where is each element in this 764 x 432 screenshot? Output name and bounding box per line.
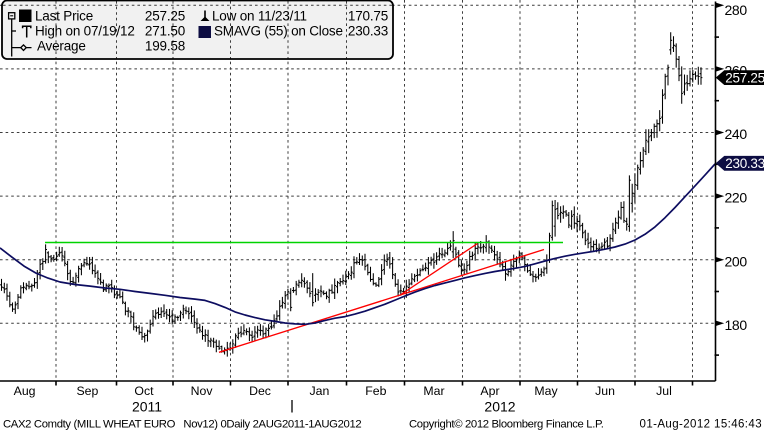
svg-text:257.25: 257.25	[725, 71, 764, 86]
svg-text:180: 180	[725, 317, 748, 333]
svg-text:May: May	[534, 384, 558, 398]
svg-text:Copyright© 2012 Bloomberg Fina: Copyright© 2012 Bloomberg Finance L.P.	[409, 419, 604, 431]
svg-text:230.33: 230.33	[725, 156, 764, 171]
svg-text:Low on 11/23/11: Low on 11/23/11	[212, 9, 307, 24]
svg-text:CAX2 Comdty (MILL WHEAT EURO: CAX2 Comdty (MILL WHEAT EURO Nov12) 0Dai…	[3, 419, 361, 431]
svg-text:Jan: Jan	[309, 384, 329, 398]
svg-text:Nov: Nov	[191, 384, 214, 398]
svg-text:220: 220	[725, 190, 748, 206]
svg-text:Mar: Mar	[423, 384, 444, 398]
svg-text:200: 200	[725, 253, 748, 269]
svg-text:2012: 2012	[484, 399, 515, 415]
svg-text:170.75: 170.75	[348, 9, 388, 24]
svg-text:Jun: Jun	[595, 384, 615, 398]
svg-text:Feb: Feb	[365, 384, 386, 398]
svg-text:Last Price: Last Price	[35, 9, 93, 24]
svg-text:Jul: Jul	[656, 384, 672, 398]
svg-text:230.33: 230.33	[348, 24, 388, 39]
svg-text:257.25: 257.25	[145, 9, 185, 24]
svg-text:Aug: Aug	[14, 384, 36, 398]
svg-text:01-Aug-2012 15:46:43: 01-Aug-2012 15:46:43	[640, 419, 762, 431]
svg-text:High on 07/19/12: High on 07/19/12	[35, 24, 135, 39]
svg-text:280: 280	[725, 2, 748, 18]
svg-text:SMAVG (55) on Close: SMAVG (55) on Close	[214, 24, 343, 39]
svg-text:2011: 2011	[132, 399, 162, 415]
svg-text:Oct: Oct	[134, 384, 154, 398]
svg-text:271.50: 271.50	[145, 24, 185, 39]
svg-text:240: 240	[725, 126, 748, 142]
svg-text:199.58: 199.58	[145, 39, 185, 54]
svg-text:Apr: Apr	[480, 384, 499, 398]
svg-text:Dec: Dec	[249, 384, 271, 398]
svg-text:Average: Average	[37, 39, 86, 54]
svg-text:Sep: Sep	[76, 384, 98, 398]
